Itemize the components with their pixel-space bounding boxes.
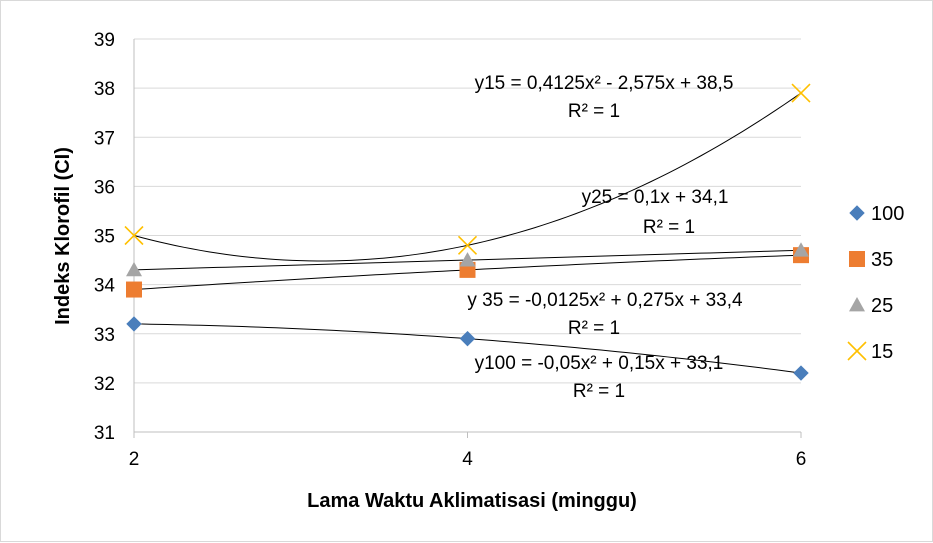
x-tick-label: 2 <box>129 449 140 470</box>
trendline-equation-35: y 35 = -0,0125x² + 0,275x + 33,4 <box>467 290 743 311</box>
legend-marker-25 <box>849 297 865 312</box>
x-axis-title: Lama Waktu Aklimatisasi (minggu) <box>307 490 637 512</box>
legend-label-25: 25 <box>871 295 893 317</box>
legend: 100 35 25 15 <box>847 203 904 363</box>
legend-label-100: 100 <box>871 203 904 225</box>
x-tick-label: 4 <box>462 449 473 470</box>
data-point-15 <box>791 83 811 103</box>
data-point-25 <box>126 261 142 277</box>
trendline-r2-25: R² = 1 <box>643 217 695 238</box>
data-point-15 <box>457 235 478 255</box>
y-axis-title: Indeks Klorofil (CI) <box>52 147 74 325</box>
data-point-15 <box>124 225 144 246</box>
legend-marker-35 <box>849 251 865 267</box>
y-tick-label: 39 <box>94 30 115 51</box>
y-tick-label: 32 <box>94 374 115 395</box>
y-tick-label: 34 <box>94 276 116 297</box>
legend-marker-15-stroke-b <box>847 341 867 361</box>
data-point-35 <box>126 281 142 298</box>
y-tick-label: 37 <box>94 128 115 149</box>
trendline-r2-100: R² = 1 <box>573 381 625 402</box>
y-tick-label: 33 <box>94 325 115 346</box>
x-tick-label: 6 <box>796 449 807 470</box>
trendline-equation-25: y25 = 0,1x + 34,1 <box>582 187 729 208</box>
trendline-equation-15: y15 = 0,4125x² - 2,575x + 38,5 <box>475 73 734 94</box>
data-markers <box>124 83 811 381</box>
y-tick-label: 31 <box>94 423 115 444</box>
data-point-25 <box>459 252 476 267</box>
y-tick-label: 35 <box>94 227 115 248</box>
data-point-100 <box>793 365 809 381</box>
data-point-100 <box>459 330 476 347</box>
y-tick-label: 36 <box>94 177 115 198</box>
data-point-100 <box>126 316 142 332</box>
trendline-r2-35: R² = 1 <box>568 318 620 339</box>
data-point-15-stroke-b <box>791 83 811 103</box>
legend-label-35: 35 <box>871 249 893 271</box>
trendline-r2-15: R² = 1 <box>568 101 620 122</box>
gridlines <box>134 38 801 433</box>
trendline-equation-100: y100 = -0,05x² + 0,15x + 33,1 <box>475 353 724 374</box>
y-tick-label: 38 <box>94 79 115 100</box>
data-point-25 <box>793 242 809 257</box>
trendline-labels: y100 = -0,05x² + 0,15x + 33,1 R² = 1 y 35 … <box>467 73 743 402</box>
axes: 31 32 33 34 35 36 37 38 39 2 4 6 <box>94 30 806 470</box>
legend-label-15: 15 <box>871 341 893 363</box>
legend-marker-15 <box>847 341 867 361</box>
data-point-15-stroke-b <box>457 235 478 255</box>
legend-marker-100 <box>849 205 865 221</box>
data-point-15-stroke-b <box>124 225 144 246</box>
